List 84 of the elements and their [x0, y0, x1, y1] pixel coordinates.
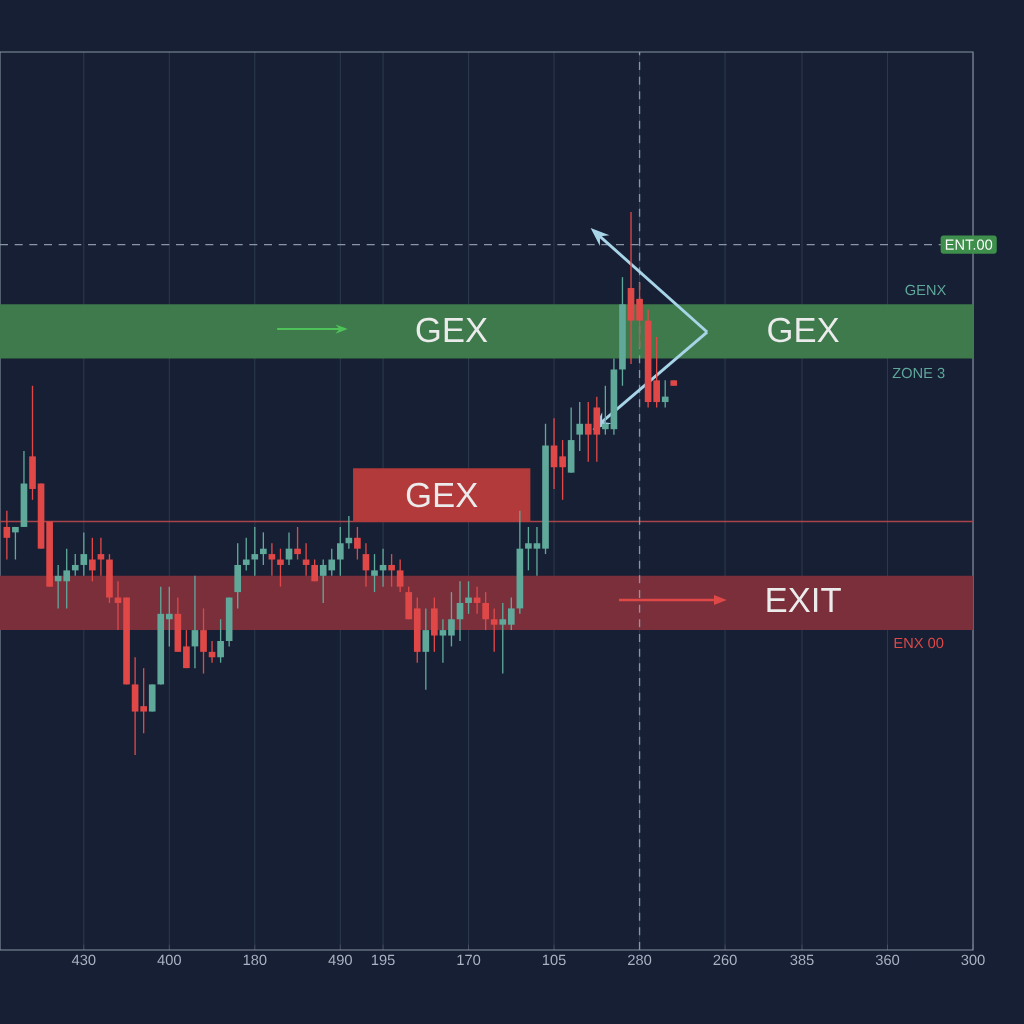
candlestick — [525, 526, 532, 572]
candlestick — [619, 276, 626, 387]
candlestick — [413, 596, 421, 664]
candlestick — [217, 618, 224, 664]
annotation: GENX — [905, 284, 946, 296]
candlestick — [89, 537, 96, 582]
candlestick — [336, 526, 344, 577]
ref-line-label: ENT.00 — [945, 239, 993, 250]
candlestick — [653, 336, 660, 409]
x-tick-label: 260 — [713, 954, 737, 966]
candlestick — [388, 553, 395, 588]
candlestick — [396, 558, 404, 593]
candlestick — [516, 509, 524, 615]
candlestick — [533, 526, 541, 577]
candlestick — [3, 509, 11, 561]
candlestick — [277, 548, 284, 588]
x-tick-label: 400 — [157, 954, 181, 966]
candlestick — [140, 667, 147, 734]
candlestick — [661, 379, 669, 409]
candlestick — [490, 607, 498, 653]
candlestick — [80, 531, 88, 577]
candlestick — [294, 526, 301, 561]
candlestick — [559, 439, 566, 501]
candlestick — [12, 526, 19, 561]
candlestick — [567, 406, 575, 474]
annotation: GEX — [406, 482, 478, 508]
x-tick-label: 430 — [71, 954, 96, 966]
x-tick-label: 105 — [542, 954, 566, 966]
x-tick-label: 180 — [243, 954, 267, 966]
x-tick-label: 360 — [875, 954, 900, 966]
candlestick — [576, 401, 584, 452]
candlestick — [610, 357, 618, 436]
candlestick — [285, 531, 293, 566]
candlestick — [131, 656, 139, 756]
candlestick — [157, 586, 165, 686]
candlestick — [225, 596, 233, 648]
x-tick-label: 385 — [790, 954, 814, 966]
candlestick — [636, 281, 643, 349]
annotation: GEX — [416, 317, 488, 343]
candlestick — [148, 683, 156, 713]
candlestick — [165, 586, 173, 648]
candlestick — [422, 607, 430, 691]
candlestick — [268, 542, 276, 577]
annotation: ZONE 3 — [892, 367, 945, 379]
candlestick — [71, 553, 79, 577]
x-tick-label: 280 — [628, 954, 652, 966]
candlestick — [234, 542, 242, 610]
candlestick — [63, 548, 71, 610]
candlestick — [542, 423, 549, 555]
candlestick — [465, 580, 472, 615]
x-tick-label: 170 — [457, 954, 481, 966]
candlestick — [550, 417, 558, 490]
candlestick — [29, 385, 36, 501]
candlestick — [482, 591, 489, 631]
candlestick — [46, 520, 53, 588]
candlestick — [106, 553, 113, 604]
candlestick — [20, 450, 28, 528]
candlestick — [242, 537, 250, 572]
candlestick — [260, 531, 267, 566]
candlestick — [644, 309, 652, 409]
candlestick — [405, 586, 413, 620]
candlestick — [97, 537, 105, 577]
candlestick — [371, 553, 378, 593]
candlestick — [627, 211, 635, 365]
candlestick — [200, 607, 207, 675]
candlestick — [499, 602, 507, 675]
x-tick-label: 195 — [371, 954, 395, 966]
candlestick — [439, 618, 447, 664]
candlestick — [448, 591, 455, 648]
candlestick — [507, 596, 515, 631]
annotation: GEX — [768, 317, 839, 343]
candlestick — [251, 526, 259, 577]
candlestick — [602, 385, 609, 436]
x-tick-label: 300 — [961, 954, 985, 966]
annotation: EXIT — [767, 588, 841, 612]
candlestick — [183, 629, 190, 669]
candlestick — [431, 596, 438, 653]
candlestick — [37, 482, 45, 550]
candlestick — [123, 596, 130, 686]
candlestick — [354, 526, 361, 561]
candlestick — [174, 596, 182, 653]
x-tick-label: 490 — [328, 954, 352, 966]
annotation: ENX 00 — [894, 637, 944, 649]
candlestick — [311, 558, 318, 582]
